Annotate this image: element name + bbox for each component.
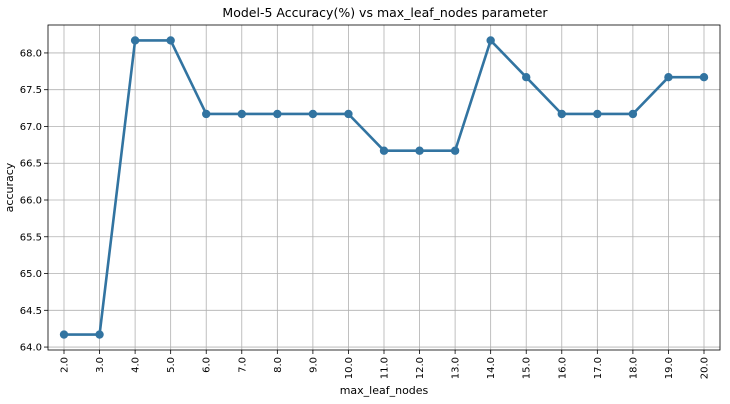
data-point [166, 36, 175, 45]
y-tick-label: 66.5 [20, 159, 42, 170]
x-tick-label: 9.0 [308, 357, 319, 373]
data-point [450, 146, 460, 155]
x-tick-label: 17.0 [593, 357, 604, 379]
data-point [273, 109, 282, 119]
x-tick-label: 11.0 [380, 357, 391, 379]
x-tick-label: 18.0 [628, 357, 639, 379]
y-tick-label: 65.0 [20, 269, 42, 280]
x-tick-label: 3.0 [95, 357, 106, 373]
y-tick-label: 64.5 [20, 306, 42, 317]
data-point [415, 146, 424, 155]
x-tick-label: 8.0 [273, 357, 284, 373]
data-point [308, 109, 318, 119]
data-point [59, 330, 69, 339]
data-point [664, 73, 673, 82]
data-point [237, 109, 246, 119]
y-axis-label: accuracy [3, 162, 16, 212]
data-point [202, 109, 211, 119]
y-tick-label: 64.0 [20, 343, 42, 354]
data-point [593, 109, 602, 119]
y-tick-label: 67.0 [20, 122, 42, 133]
data-point [628, 109, 638, 119]
data-point [486, 36, 495, 45]
x-tick-label: 15.0 [522, 357, 533, 379]
data-point [379, 146, 389, 155]
y-tick-label: 67.5 [20, 85, 42, 96]
data-point [344, 109, 353, 119]
x-axis-label: max_leaf_nodes [340, 384, 429, 397]
x-tick-label: 7.0 [237, 357, 248, 373]
y-tick-label: 66.0 [20, 196, 42, 207]
x-tick-label: 20.0 [700, 357, 711, 379]
x-tick-label: 4.0 [131, 357, 142, 373]
x-axis-ticks: 2.0 3.0 4.0 5.0 6.0 7.0 8.0 9.0 10.0 11.0 12.0 13.0… [60, 350, 711, 379]
x-tick-label: 19.0 [664, 357, 675, 379]
chart-title: Model-5 Accuracy(%) vs max_leaf_nodes pa… [222, 5, 548, 20]
data-point [699, 73, 709, 82]
x-tick-label: 14.0 [486, 357, 497, 379]
grid [48, 25, 720, 350]
x-tick-label: 13.0 [451, 357, 462, 379]
data-point [522, 73, 531, 82]
y-tick-label: 65.5 [20, 232, 42, 243]
data-point [130, 36, 140, 45]
x-tick-label: 2.0 [60, 357, 71, 373]
y-axis-ticks: 64.0 64.5 65.0 65.5 66.0 66.5 67.0 67.5 68.0 [20, 48, 48, 354]
x-tick-label: 16.0 [557, 357, 568, 379]
data-points [59, 36, 709, 339]
data-point [95, 330, 104, 339]
y-tick-label: 68.0 [20, 48, 42, 59]
x-tick-label: 10.0 [344, 357, 355, 379]
data-point [557, 109, 566, 119]
x-tick-label: 12.0 [415, 357, 426, 379]
x-tick-label: 6.0 [202, 357, 213, 373]
x-tick-label: 5.0 [166, 357, 177, 373]
